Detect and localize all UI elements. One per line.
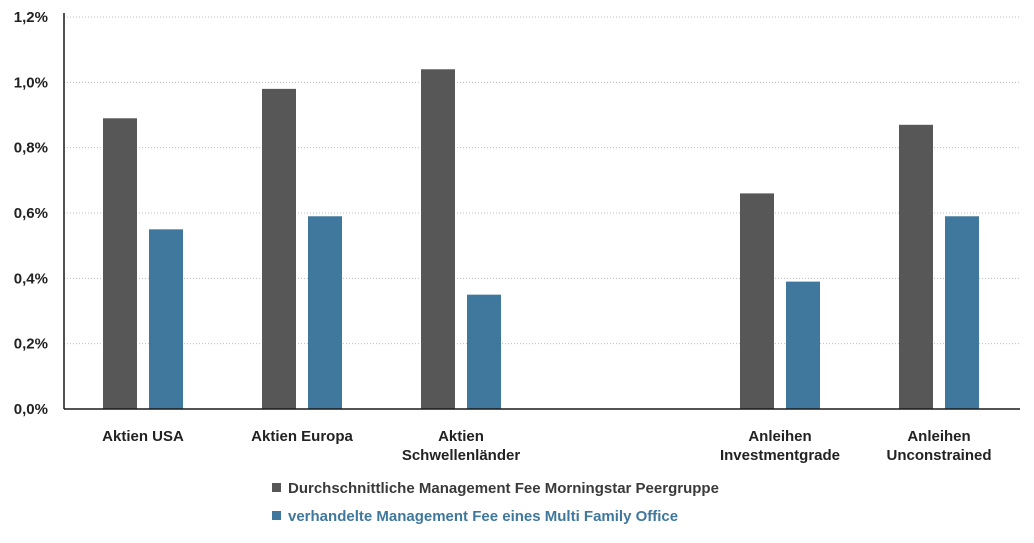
x-tick-label: Aktien USA (102, 428, 184, 445)
bar-mfo (467, 294, 501, 409)
x-tick-label: Anleihen (907, 428, 970, 445)
bar-morningstar (899, 124, 933, 410)
x-tick-label: Anleihen (748, 428, 811, 445)
x-tick-label: Schwellenländer (402, 447, 521, 464)
y-axis-ticks: 0,0% 0,2% 0,4% 0,6% 0,8% 1,0% 1,2% (14, 9, 48, 418)
bar-morningstar (421, 69, 455, 410)
legend-swatch (272, 511, 281, 520)
bar-mfo (308, 216, 342, 409)
x-tick-label: Unconstrained (886, 447, 991, 464)
y-tick-label: 0,2% (14, 336, 48, 353)
bar-morningstar (740, 193, 774, 409)
x-axis-ticks: Aktien USA Aktien Europa Aktien Schwellenlä… (102, 428, 991, 464)
x-tick-label: Investmentgrade (720, 447, 840, 464)
bar-morningstar (262, 88, 296, 409)
bar-mfo (786, 281, 820, 409)
y-tick-label: 0,8% (14, 140, 48, 157)
y-tick-label: 1,2% (14, 9, 48, 26)
y-tick-label: 0,4% (14, 270, 48, 287)
gridlines (64, 16, 1020, 345)
bar-morningstar (103, 118, 137, 410)
y-tick-label: 0,0% (14, 401, 48, 418)
x-tick-label: Aktien Europa (251, 428, 353, 445)
y-tick-label: 1,0% (14, 74, 48, 91)
legend: Durchschnittliche Management Fee Morning… (272, 480, 719, 525)
bar-mfo (149, 229, 183, 409)
bar-mfo (945, 216, 979, 409)
bars (103, 69, 979, 410)
x-tick-label: Aktien (438, 428, 484, 445)
legend-label: verhandelte Management Fee eines Multi F… (288, 508, 678, 525)
y-tick-label: 0,6% (14, 205, 48, 222)
axes (63, 13, 1020, 410)
legend-label: Durchschnittliche Management Fee Morning… (288, 480, 719, 497)
legend-swatch (272, 483, 281, 492)
